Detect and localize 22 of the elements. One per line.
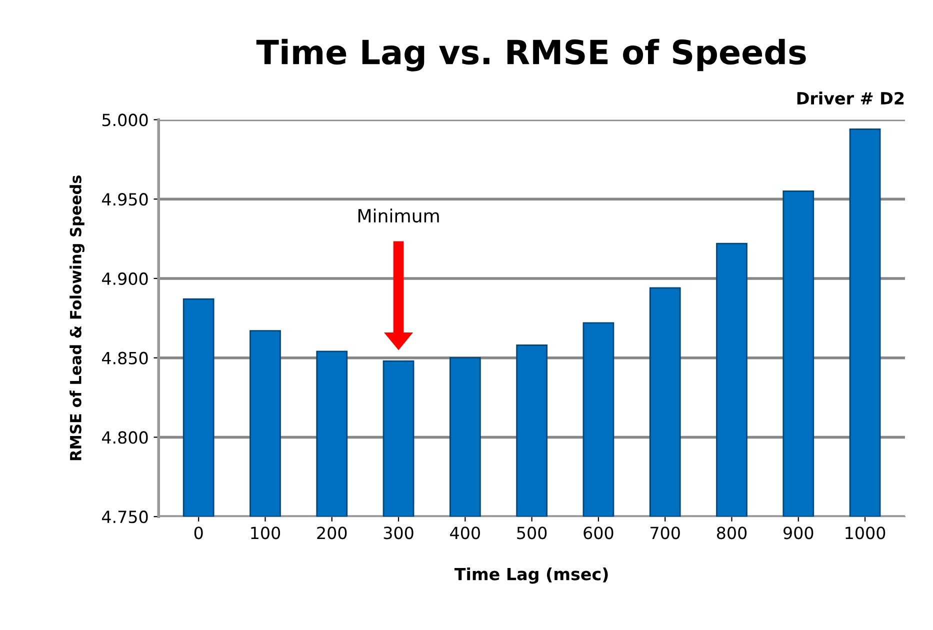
- y-tick-label: 5.000: [102, 114, 148, 126]
- y-axis-title: RMSE of Lead & Folowing Speeds: [70, 176, 85, 460]
- x-tick-label: 800: [716, 526, 747, 540]
- y-tick-label: 4.800: [102, 431, 148, 444]
- chart-title: Time Lag vs. RMSE of Speeds: [256, 38, 806, 72]
- x-tick-label: 0: [194, 526, 203, 540]
- y-tick-label: 4.950: [102, 193, 148, 206]
- y-tick-label: 4.850: [102, 352, 148, 364]
- x-tick-label: 900: [784, 526, 814, 540]
- x-tick-label: 200: [317, 526, 347, 540]
- x-tick-label: 400: [450, 526, 480, 540]
- x-tick-label: 1000: [846, 526, 886, 540]
- y-tick-label: 4.750: [102, 510, 148, 524]
- y-tick-label: 4.900: [102, 272, 148, 286]
- annotation: Minimum: [358, 208, 439, 223]
- x-axis-title: Time Lag (msec): [454, 567, 608, 584]
- x-tick-label: 500: [517, 526, 547, 540]
- x-tick-label: 100: [251, 526, 280, 540]
- x-tick-label: 300: [384, 526, 414, 540]
- x-tick-label: 700: [650, 526, 680, 540]
- x-tick-label: 600: [584, 526, 614, 540]
- text: Driver # D2: [797, 92, 904, 105]
